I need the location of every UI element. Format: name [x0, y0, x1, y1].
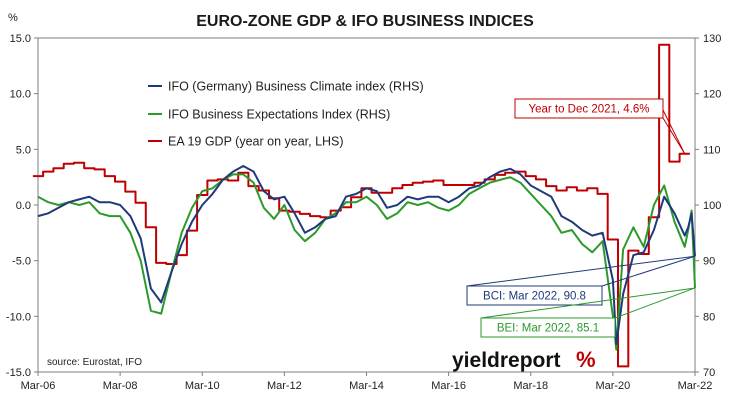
annotation-bei-leader-2 — [614, 287, 696, 319]
x-tick-label: Mar-06 — [21, 380, 56, 392]
series-lines — [32, 43, 696, 368]
right-tick-label: 100 — [703, 200, 721, 212]
x-tick-label: Mar-14 — [349, 380, 384, 392]
left-tick-label: 0.0 — [16, 200, 31, 212]
annotation-gdp: Year to Dec 2021, 4.6% — [514, 98, 686, 155]
chart-title: EURO-ZONE GDP & IFO BUSINESS INDICES — [196, 13, 534, 30]
logo-percent-icon: % — [576, 347, 596, 372]
x-tick-label: Mar-08 — [103, 380, 138, 392]
left-axis-unit: % — [8, 12, 18, 24]
annotation-bci-label: BCI: Mar 2022, 90.8 — [483, 291, 586, 303]
annotation-bei-leader-1 — [480, 287, 696, 319]
left-tick-label: -15.0 — [6, 367, 31, 379]
logo-wordmark: yieldreport — [452, 349, 561, 372]
legend-label-bci: IFO (Germany) Business Climate index (RH… — [168, 80, 424, 94]
annotation-gdp-leader-1 — [662, 109, 686, 155]
right-tick-label: 90 — [703, 256, 715, 268]
annotation-bci: BCI: Mar 2022, 90.8 — [466, 255, 696, 306]
annotation-gdp-box — [514, 98, 664, 119]
x-tick-label: Mar-12 — [267, 380, 302, 392]
annotation-bci-box — [466, 285, 603, 306]
x-tick-label: Mar-16 — [431, 380, 466, 392]
left-tick-label: 5.0 — [16, 144, 31, 156]
right-tick-label: 110 — [703, 144, 721, 156]
legend-label-bei: IFO Business Expectations Index (RHS) — [168, 108, 390, 122]
x-tick-label: Mar-22 — [678, 380, 713, 392]
legend-label-gdp: EA 19 GDP (year on year, LHS) — [168, 135, 344, 149]
yieldreport-logo: yieldreport % — [452, 347, 596, 372]
right-tick-label: 70 — [703, 367, 715, 379]
x-axis: Mar-06 Mar-08 Mar-10 Mar-12 Mar-14 Mar-16 Mar-… — [21, 372, 713, 392]
right-tick-label: 80 — [703, 311, 715, 323]
right-tick-label: 120 — [703, 89, 721, 101]
x-tick-label: Mar-18 — [513, 380, 548, 392]
bei-line — [37, 173, 696, 351]
left-tick-label: 15.0 — [10, 33, 31, 45]
legend: IFO (Germany) Business Climate index (RH… — [148, 80, 424, 149]
annotation-bci-leader-2 — [601, 255, 696, 287]
bci-line — [37, 165, 696, 346]
left-tick-label: -10.0 — [6, 311, 31, 323]
annotation-bei-label: BEI: Mar 2022, 85.1 — [497, 323, 599, 335]
x-tick-label: Mar-10 — [185, 380, 220, 392]
left-tick-label: -5.0 — [12, 256, 31, 268]
x-tick-label: Mar-20 — [595, 380, 630, 392]
left-axis: 15.0 10.0 5.0 0.0 -5.0 -10.0 -15.0 — [6, 33, 38, 379]
annotation-bei: BEI: Mar 2022, 85.1 — [480, 287, 696, 338]
right-tick-label: 130 — [703, 33, 721, 45]
left-tick-label: 10.0 — [10, 89, 31, 101]
annotation-bei-box — [480, 317, 616, 338]
annotation-gdp-leader-2 — [662, 117, 686, 155]
gdp-line — [32, 43, 690, 368]
annotation-gdp-label: Year to Dec 2021, 4.6% — [528, 104, 649, 116]
annotation-bci-leader-1 — [466, 255, 696, 287]
source-note: source: Eurostat, IFO — [47, 357, 142, 368]
right-axis: 130 120 110 100 90 80 70 — [695, 33, 721, 379]
